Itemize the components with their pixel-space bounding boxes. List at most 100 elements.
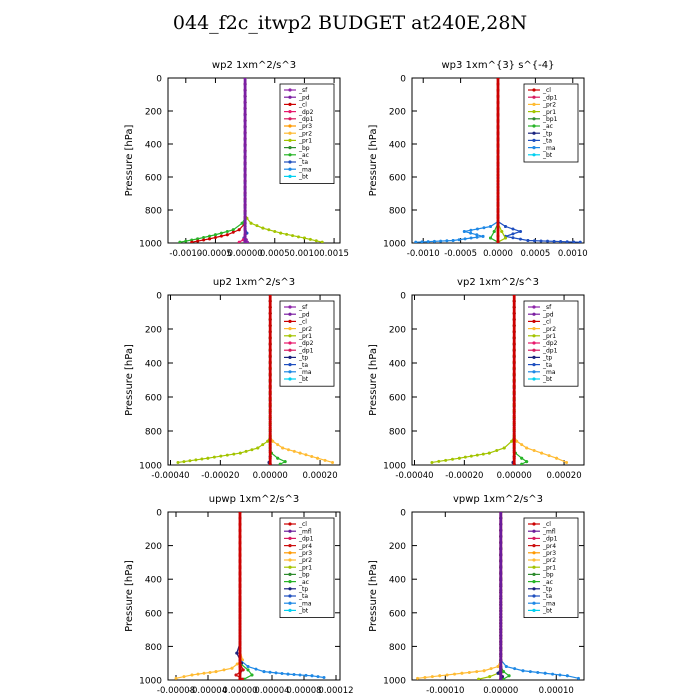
y-tick-label: 400	[145, 576, 162, 586]
legend-label-ta: _ta	[542, 593, 552, 600]
data-point-cl	[238, 578, 242, 582]
data-point-pr1	[182, 460, 186, 464]
legend-label-pr1: _pr1	[298, 138, 312, 145]
data-point-ac	[283, 460, 287, 464]
data-point-cl	[512, 384, 516, 388]
chart-title: upwp 1xm^2/s^3	[209, 494, 299, 505]
y-tick-label: 0	[156, 75, 162, 85]
data-point-cl	[496, 137, 500, 141]
data-point-pr2	[292, 449, 296, 453]
data-point-ta	[518, 229, 522, 233]
series-line-pr1	[431, 295, 515, 464]
data-point-pr2	[475, 670, 479, 674]
chart-title: vp2 1xm^2/s^3	[457, 277, 539, 288]
data-point-cl	[512, 450, 516, 454]
data-point-cl	[512, 438, 516, 442]
data-point-ma	[439, 239, 443, 243]
data-point-mfl	[499, 652, 503, 656]
x-tick-label: 0.0010	[290, 249, 320, 259]
y-tick-label: 200	[145, 326, 162, 336]
series-group	[430, 295, 569, 465]
data-point-mfl	[499, 665, 503, 669]
data-point-mfl	[499, 621, 503, 625]
legend-marker-pr2	[288, 327, 292, 331]
y-tick-label: 1000	[383, 240, 406, 250]
data-point-cl	[268, 426, 272, 430]
y-tick-label: 400	[389, 360, 406, 370]
data-point-cl	[268, 372, 272, 376]
legend-label-pr1: _pr1	[542, 564, 556, 571]
data-point-cl	[496, 94, 500, 98]
data-point-ta	[539, 239, 543, 243]
data-point-pr2	[460, 671, 464, 675]
data-point-cl	[238, 516, 242, 520]
data-point-pr2	[453, 672, 457, 676]
data-point-cl	[268, 359, 272, 363]
data-point-cl	[512, 335, 516, 339]
data-point-cl	[496, 143, 500, 147]
x-tick-label: 0.00004	[254, 686, 289, 696]
legend-marker-dp2	[532, 341, 536, 345]
data-point-mfl	[499, 541, 503, 545]
series-group	[178, 78, 324, 243]
data-point-pr1	[296, 235, 300, 239]
data-point-ma	[316, 675, 320, 679]
legend-label-bp: _bp	[298, 572, 310, 579]
data-point-cl	[512, 329, 516, 333]
data-point-cl	[512, 311, 516, 315]
data-point-ac	[489, 236, 493, 240]
data-point-ma	[420, 240, 424, 243]
legend-marker-pr3	[532, 551, 536, 555]
data-point-pr1	[477, 677, 481, 680]
y-tick-label: 200	[389, 108, 406, 118]
data-point-pr1	[188, 459, 192, 463]
data-point-pr2	[430, 675, 434, 679]
data-point-pr2	[182, 675, 186, 679]
legend-label-pr1: _pr1	[298, 333, 312, 340]
legend-marker-ta	[288, 594, 292, 598]
legend-label-pr2: _pr2	[542, 102, 556, 109]
data-point-pr2	[235, 662, 239, 666]
legend: _cl_dp1_pr2_pr1_bp1_ac_tp_ta_ma_bt	[523, 83, 579, 163]
data-point-cl	[268, 450, 272, 454]
data-point-pr1	[430, 460, 434, 464]
data-point-cl	[496, 119, 500, 123]
legend-label-pr1: _pr1	[542, 333, 556, 340]
y-tick-label: 200	[145, 542, 162, 552]
legend-label-pr3: _pr3	[298, 123, 312, 130]
legend-marker-pr2	[532, 327, 536, 331]
data-point-pr2	[331, 460, 335, 464]
data-point-pr2	[540, 451, 544, 455]
data-point-cl	[268, 408, 272, 412]
data-point-ta	[578, 240, 582, 243]
data-point-pr2	[467, 670, 471, 674]
legend-label-ta: _ta	[542, 138, 552, 145]
legend: _cl_mfl_dp1_pr4_pr3_pr2_pr1_bp_ac_tp_ta_…	[279, 517, 335, 618]
data-point-pr1	[176, 460, 180, 464]
data-point-pr1	[206, 456, 210, 460]
y-tick-label: 400	[145, 141, 162, 151]
data-point-cl	[496, 82, 500, 86]
x-tick-label: 0.0005	[521, 249, 551, 259]
data-point-pr2	[532, 449, 536, 453]
data-point-mfl	[499, 529, 503, 533]
data-point-ac	[225, 229, 229, 233]
legend-label-ta: _ta	[298, 593, 308, 600]
data-point-mfl	[499, 634, 503, 638]
data-point-cl	[496, 173, 500, 177]
data-point-cl	[268, 353, 272, 357]
legend-marker-pr1	[288, 565, 292, 569]
data-point-ac	[502, 670, 506, 674]
series-group	[174, 512, 326, 680]
legend-label-ta: _ta	[298, 362, 308, 369]
data-point-cl	[496, 204, 500, 208]
data-point-ta	[559, 240, 563, 243]
x-tick-label: -0.00020	[201, 471, 239, 481]
data-point-cl	[512, 414, 516, 418]
data-point-pr2	[520, 443, 524, 447]
x-tick-label: 0.00000	[497, 471, 532, 481]
data-point-pr2	[214, 670, 218, 674]
data-point-ta	[546, 239, 550, 243]
data-point-cl	[512, 396, 516, 400]
legend-label-dp1: _dp1	[298, 347, 314, 354]
